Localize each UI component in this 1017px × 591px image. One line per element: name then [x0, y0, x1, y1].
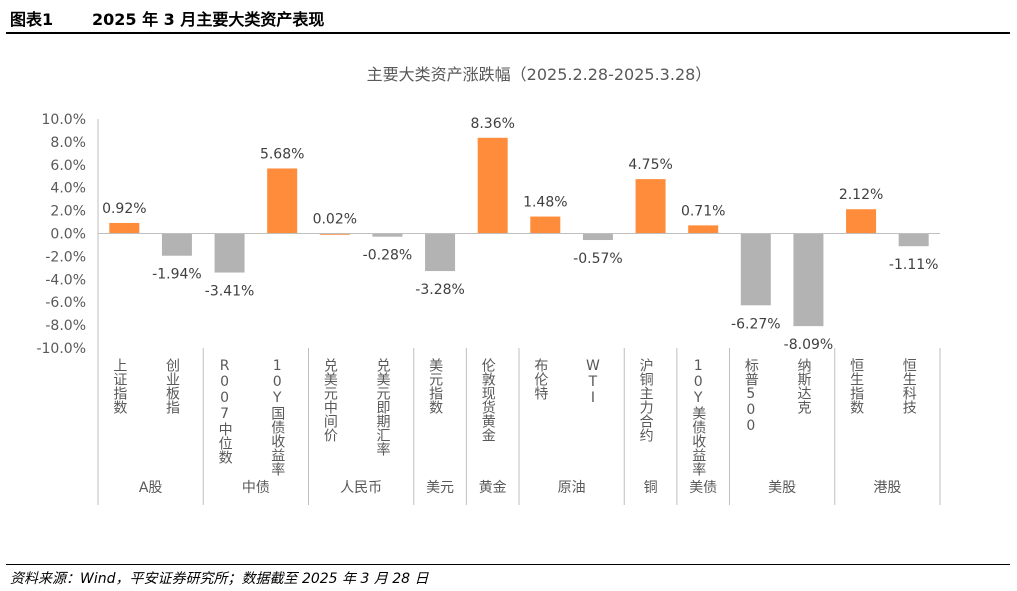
y-tick-label: -6.0% [45, 295, 86, 311]
data-label-15: 2.12% [839, 187, 883, 203]
bar-15 [846, 209, 877, 234]
group-label-9: 美股 [768, 480, 796, 496]
y-tick-label: 2.0% [50, 204, 86, 220]
bar-5 [319, 233, 350, 235]
y-tick-label: 4.0% [50, 181, 86, 197]
group-label-10: 港股 [873, 480, 901, 496]
data-label-16: -1.11% [889, 257, 939, 273]
data-label-10: -0.57% [573, 251, 623, 267]
data-label-12: 0.71% [681, 203, 725, 219]
y-tick-label: -4.0% [45, 272, 86, 288]
category-label-11: 沪铜主力合约 [638, 358, 654, 442]
category-label-13: 标普500 [743, 358, 759, 434]
category-label-15: 恒生指数 [848, 358, 864, 414]
category-label-6: 兑美元即期汇率 [374, 358, 390, 456]
category-label-14: 纳斯达克 [795, 358, 811, 415]
category-label-4: 10Y国债收益率 [269, 358, 285, 476]
data-label-1: 0.92% [102, 201, 146, 217]
bar-9 [530, 216, 561, 234]
bar-11 [635, 179, 666, 234]
data-label-9: 1.48% [523, 195, 567, 211]
chart-title: 主要大类资产涨跌幅（2025.2.28-2025.3.28） [367, 65, 712, 84]
bar-13 [740, 233, 771, 306]
bar-10 [582, 233, 613, 241]
category-label-1: 上证指数 [111, 358, 127, 414]
category-label-8: 伦敦现货黄金 [480, 358, 496, 442]
data-label-4: 5.68% [260, 146, 304, 162]
data-label-3: -3.41% [205, 284, 255, 300]
bar-6 [372, 233, 403, 237]
category-label-10: WTI [585, 358, 601, 406]
y-tick-label: 8.0% [50, 135, 86, 151]
bar-3 [214, 233, 245, 273]
data-label-5: 0.02% [313, 211, 357, 227]
group-label-2: 中债 [242, 480, 270, 496]
bar-2 [161, 233, 192, 256]
y-tick-label: -2.0% [45, 249, 86, 265]
source-note: 资料来源：Wind，平安证券研究所；数据截至 2025 年 3 月 28 日 [10, 571, 429, 587]
data-label-11: 4.75% [628, 157, 672, 173]
bar-4 [267, 168, 298, 234]
bar-1 [109, 222, 140, 234]
data-label-13: -6.27% [731, 316, 781, 332]
y-tick-label: -8.0% [45, 318, 86, 334]
bar-14 [793, 233, 824, 327]
category-label-5: 兑美元中间价 [322, 358, 338, 442]
y-tick-label: 0.0% [50, 227, 86, 243]
category-label-2: 创业板指 [164, 358, 180, 414]
y-tick-label: -10.0% [36, 341, 86, 357]
group-label-1: A股 [139, 480, 163, 496]
bar-8 [477, 137, 508, 234]
category-label-16: 恒生科技 [901, 358, 917, 415]
figure-label: 图表1 [10, 10, 54, 29]
data-label-7: -3.28% [415, 282, 465, 298]
group-label-3: 人民币 [340, 480, 382, 496]
category-label-9: 布伦特 [532, 358, 548, 400]
category-label-3: R007中位数 [217, 358, 233, 464]
data-label-8: 8.36% [470, 116, 514, 132]
bar-12 [688, 225, 719, 234]
bar-16 [898, 233, 929, 247]
data-label-2: -1.94% [152, 267, 202, 283]
group-label-8: 美债 [689, 480, 717, 496]
header-rule [6, 32, 1010, 34]
group-label-7: 铜 [644, 480, 658, 496]
group-label-4: 美元 [426, 480, 454, 496]
group-label-5: 黄金 [479, 479, 507, 496]
y-tick-label: 10.0% [42, 112, 86, 128]
figure-title: 2025 年 3 月主要大类资产表现 [92, 10, 325, 29]
bar-chart: 主要大类资产涨跌幅（2025.2.28-2025.3.28） 10.0% 8.0% 6… [36, 65, 941, 505]
group-label-6: 原油 [558, 480, 586, 496]
footer-rule [6, 564, 1010, 565]
category-label-7: 美元指数 [427, 358, 443, 414]
data-label-6: -0.28% [363, 248, 413, 264]
data-label-14: -8.09% [784, 337, 834, 353]
y-tick-label: 6.0% [50, 158, 86, 174]
category-label-12: 10Y美债收益率 [690, 358, 706, 476]
bar-7 [425, 233, 456, 272]
